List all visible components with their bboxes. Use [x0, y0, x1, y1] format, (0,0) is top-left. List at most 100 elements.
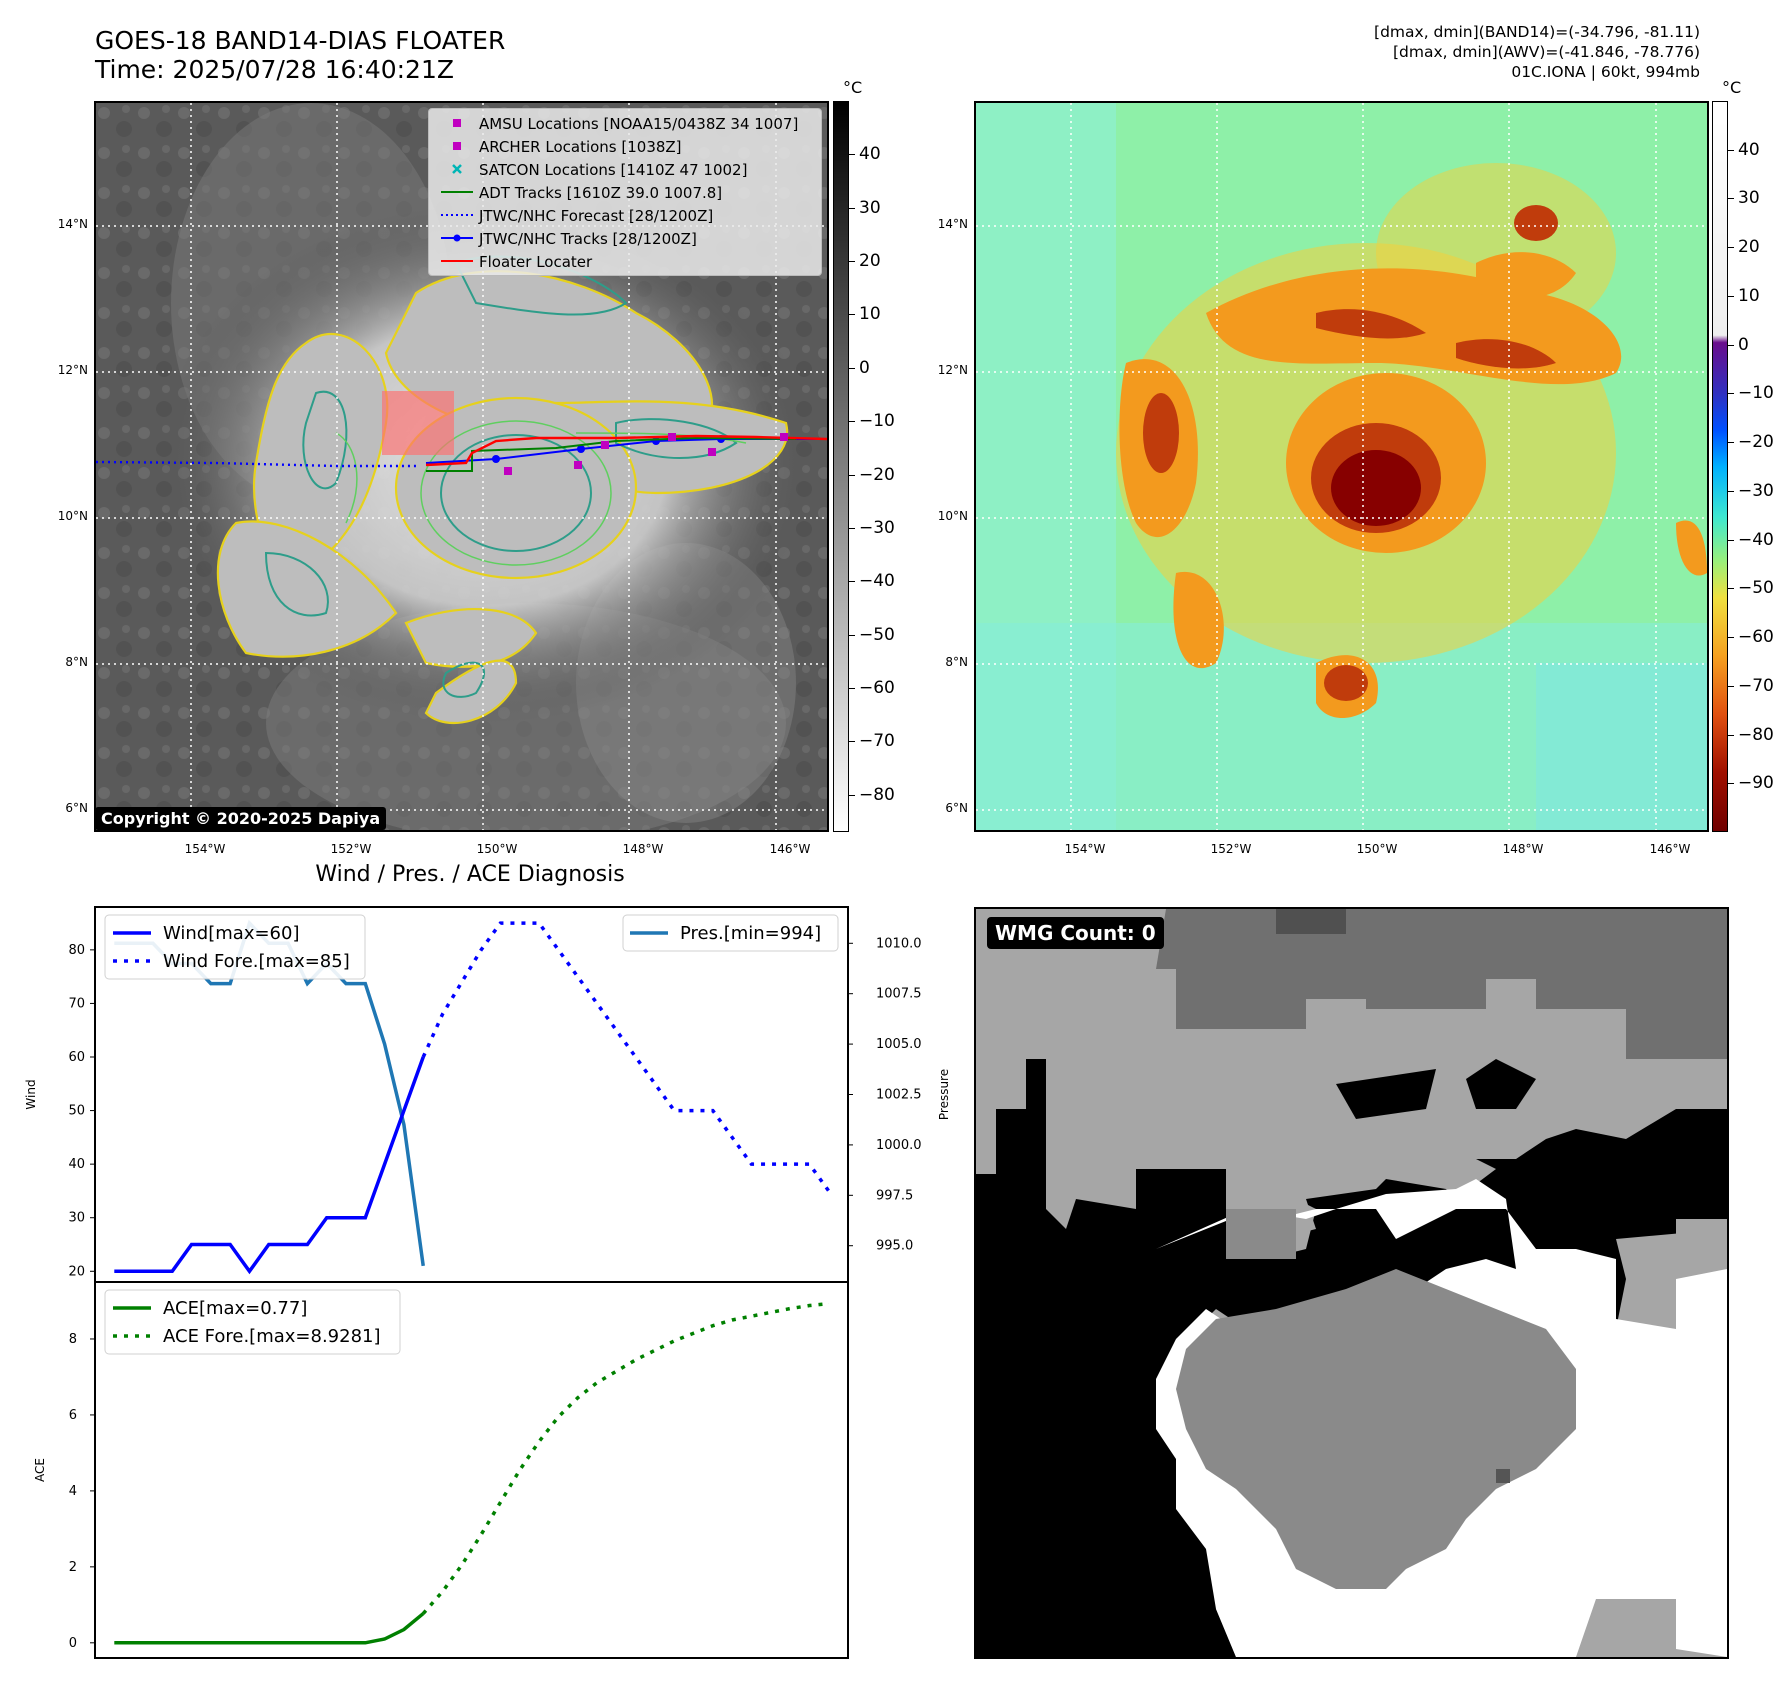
colorbar-tick-mark: [849, 367, 855, 369]
wind-tick-label: 40: [68, 1157, 85, 1172]
ace-forecast-series-line: [421, 1301, 829, 1615]
wmg-image: [976, 909, 1727, 1657]
colorbar-tick-mark: [1728, 539, 1734, 541]
lon-label: 154°W: [1064, 842, 1106, 856]
legend-label: AMSU Locations [NOAA15/0438Z 34 1007]: [479, 115, 799, 133]
ace-tick-label: 4: [69, 1484, 77, 1499]
lat-label: 10°N: [57, 509, 88, 523]
wind-tick-label: 30: [68, 1211, 85, 1226]
ace-legend-label: ACE[max=0.77]: [163, 1298, 307, 1319]
colorbar-tick-label: 40: [1738, 139, 1760, 160]
copyright-badge: Copyright © 2020-2025 Dapiya: [95, 807, 387, 830]
intensity-info: [dmax, dmin](BAND14)=(-34.796, -81.11) […: [1374, 23, 1700, 81]
ace-forecast-legend-label: ACE Fore.[max=8.9281]: [163, 1326, 381, 1347]
legend-label: SATCON Locations [1410Z 47 1002]: [479, 161, 748, 179]
figure-title: GOES-18 BAND14-DIAS FLOATER Time: 2025/0…: [95, 26, 506, 84]
colorbar-tick-mark: [1728, 490, 1734, 492]
lon-label: 154°W: [184, 842, 226, 856]
colorbar-tick-label: −60: [1738, 627, 1774, 648]
lat-label: 12°N: [57, 363, 88, 377]
ace-axis-label: ACE: [33, 1458, 47, 1482]
ace-legend-box: [104, 1289, 401, 1355]
legend-label: JTWC/NHC Forecast [28/1200Z]: [479, 207, 714, 225]
pressure-legend-box: [622, 914, 839, 952]
colorbar-tick-mark: [849, 154, 855, 156]
lat-label: 12°N: [937, 363, 968, 377]
awv-map-image: [976, 103, 1707, 830]
legend-item-floater: Floater Locater: [439, 251, 592, 273]
legend-label: ARCHER Locations [1038Z]: [479, 138, 682, 156]
square-marker-icon: [453, 119, 461, 127]
pressure-tick-label: 1005.0: [876, 1037, 922, 1052]
pressure-tick-label: 1010.0: [876, 936, 922, 951]
colorbar-tick-mark: [849, 687, 855, 689]
colorbar-tick-mark: [849, 741, 855, 743]
legend-item-adt: ADT Tracks [1610Z 39.0 1007.8]: [439, 182, 722, 204]
colorbar-tick-label: −70: [859, 731, 895, 752]
lon-label: 146°W: [769, 842, 811, 856]
legend-item-amsu: AMSU Locations [NOAA15/0438Z 34 1007]: [439, 113, 798, 135]
colorbar-tick-label: −40: [859, 571, 895, 592]
colorbar-tick-mark: [849, 261, 855, 263]
lat-label: 14°N: [937, 217, 968, 231]
awv-map-panel: [974, 101, 1709, 832]
ace-axes-frame: [94, 1281, 849, 1659]
colorbar-tick-mark: [849, 527, 855, 529]
legend-item-satcon: SATCON Locations [1410Z 47 1002]: [439, 159, 747, 181]
colorbar-tick-mark: [1728, 685, 1734, 687]
pressure-tick-label: 1007.5: [876, 987, 922, 1002]
colorbar-tick-mark: [1728, 442, 1734, 444]
ace-tick-label: 2: [69, 1560, 77, 1575]
colorbar-tick-label: −80: [859, 784, 895, 805]
wind-legend-label: Wind[max=60]: [163, 923, 300, 944]
wind-tick-label: 60: [68, 1050, 85, 1065]
colorbar-tick-label: −20: [1738, 432, 1774, 453]
colorbar-tick-mark: [849, 207, 855, 209]
colorbar-tick-mark: [1728, 588, 1734, 590]
colorbar-tick-label: −60: [859, 677, 895, 698]
wind-legend-box: [104, 914, 366, 980]
line-dot-icon: [441, 234, 473, 242]
lon-label: 146°W: [1649, 842, 1691, 856]
pressure-tick-label: 997.5: [876, 1188, 913, 1203]
colorbar-tick-label: 20: [1738, 237, 1760, 258]
wind-tick-label: 50: [68, 1104, 85, 1119]
wind-axis-label: Wind: [24, 1079, 38, 1109]
wmg-panel: [974, 907, 1729, 1659]
awv-colorbar: [1712, 101, 1728, 832]
wind-series-line: [114, 1056, 425, 1275]
grayscale-colorbar: [833, 101, 849, 832]
colorbar-tick-label: −30: [859, 517, 895, 538]
colorbar-tick-label: −50: [1738, 578, 1774, 599]
colorbar-tick-label: −70: [1738, 675, 1774, 696]
legend-item-forecast: JTWC/NHC Forecast [28/1200Z]: [439, 205, 713, 227]
colorbar-tick-mark: [1728, 734, 1734, 736]
diagnosis-title: Wind / Pres. / ACE Diagnosis: [315, 862, 625, 887]
colorbar-tick-label: 20: [859, 251, 881, 272]
lat-label: 8°N: [945, 655, 968, 669]
colorbar-tick-mark: [1728, 637, 1734, 639]
lat-label: 6°N: [65, 801, 88, 815]
colorbar-tick-label: 10: [1738, 285, 1760, 306]
colorbar-tick-label: −80: [1738, 724, 1774, 745]
wind-tick-label: 70: [68, 996, 85, 1011]
dotted-line-icon: [441, 214, 473, 216]
legend-label: JTWC/NHC Tracks [28/1200Z]: [479, 230, 697, 248]
colorbar-tick-mark: [849, 314, 855, 316]
lat-label: 6°N: [945, 801, 968, 815]
colorbar-tick-mark: [849, 474, 855, 476]
colorbar-tick-label: 10: [859, 304, 881, 325]
x-marker-icon: [452, 164, 462, 174]
line-marker-icon: [441, 260, 473, 262]
colorbar-tick-label: −90: [1738, 773, 1774, 794]
colorbar-tick-mark: [1728, 247, 1734, 249]
lon-label: 150°W: [1356, 842, 1398, 856]
colorbar-tick-label: 40: [859, 144, 881, 165]
colorbar-tick-mark: [1728, 295, 1734, 297]
legend-item-tracks: JTWC/NHC Tracks [28/1200Z]: [439, 228, 697, 250]
colorbar-tick-label: −10: [1738, 383, 1774, 404]
pressure-tick-label: 1002.5: [876, 1088, 922, 1103]
colorbar-tick-label: 30: [859, 197, 881, 218]
colorbar-tick-mark: [849, 581, 855, 583]
colorbar-tick-label: 0: [1738, 334, 1749, 355]
